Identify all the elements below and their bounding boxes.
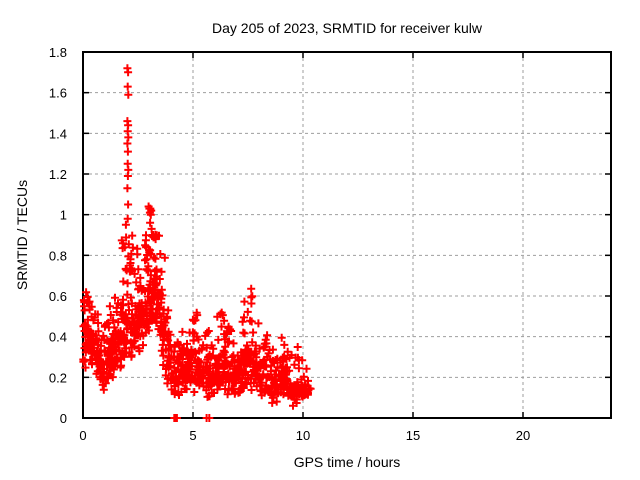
y-tick-label: 0.4: [49, 330, 67, 345]
x-tick-label: 20: [516, 428, 530, 443]
axes: [82, 51, 612, 419]
x-axis-label: GPS time / hours: [294, 454, 401, 470]
x-tick-label: 10: [296, 428, 310, 443]
x-tick-label: 0: [79, 428, 86, 443]
y-tick-label: 0: [60, 411, 67, 426]
x-tick-label: 15: [406, 428, 420, 443]
y-tick-label: 1.8: [49, 45, 67, 60]
grid-lines: [83, 52, 611, 418]
y-tick-label: 1: [60, 208, 67, 223]
y-tick-label: 1.2: [49, 167, 67, 182]
chart-title: Day 205 of 2023, SRMTID for receiver kul…: [212, 20, 483, 36]
y-tick-label: 1.4: [49, 126, 67, 141]
y-tick-label: 1.6: [49, 86, 67, 101]
y-tick-label: 0.6: [49, 289, 67, 304]
tick-labels: 0 5 10 15 20 0 0.2 0.4 0.6 0.8 1 1.2 1.4 1.6 1.8: [49, 45, 530, 443]
data-points: [79, 64, 315, 422]
y-tick-label: 0.8: [49, 248, 67, 263]
scatter-plus-markers: [79, 64, 315, 422]
y-axis-label: SRMTID / TECUs: [14, 180, 30, 290]
x-tick-label: 5: [189, 428, 196, 443]
y-tick-label: 0.2: [49, 370, 67, 385]
